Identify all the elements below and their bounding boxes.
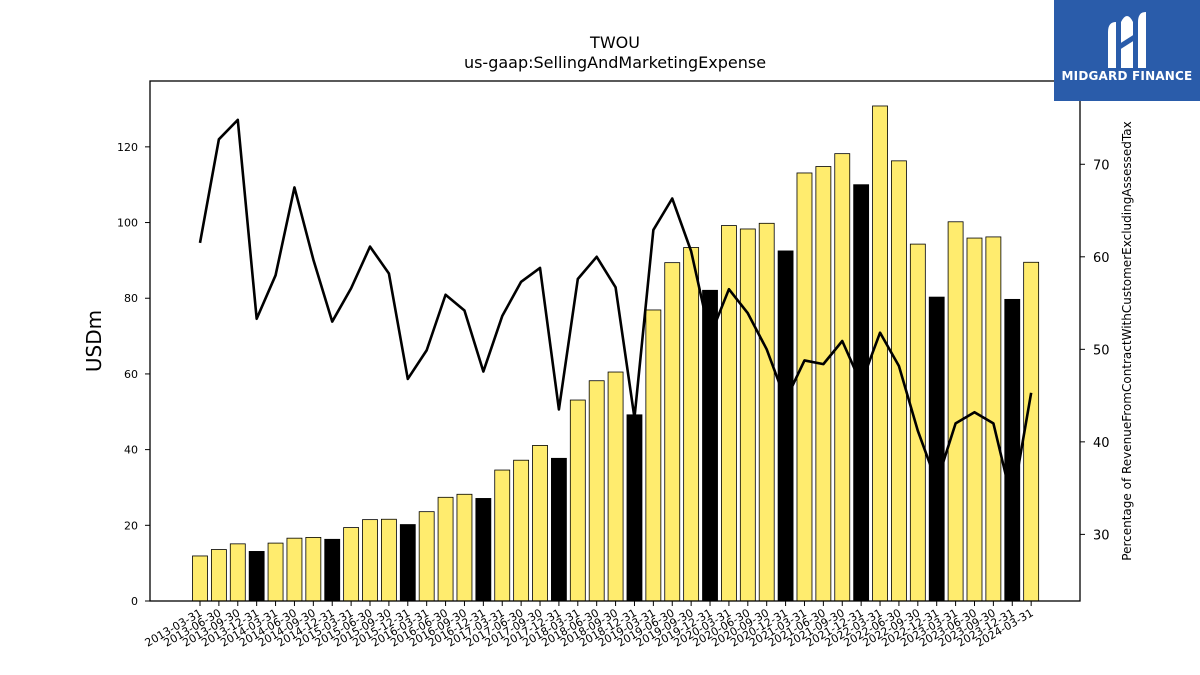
y2-tick-label: 30 bbox=[1093, 528, 1110, 543]
bar bbox=[380, 518, 397, 602]
bar-series bbox=[192, 105, 1040, 602]
chart-title: TWOU bbox=[589, 33, 640, 52]
chart-subtitle: us-gaap:SellingAndMarketingExpense bbox=[464, 53, 766, 72]
bar bbox=[343, 527, 360, 602]
bar bbox=[437, 496, 454, 602]
bar bbox=[834, 153, 851, 602]
y-tick-label: 60 bbox=[124, 368, 138, 381]
bar bbox=[569, 399, 586, 602]
line-series bbox=[198, 118, 1033, 504]
bar bbox=[267, 542, 284, 602]
y2-tick-label: 70 bbox=[1093, 158, 1110, 173]
bar bbox=[362, 519, 378, 602]
bar bbox=[626, 414, 643, 602]
bar bbox=[853, 184, 870, 602]
bar bbox=[607, 371, 624, 602]
y2-axis: 30 40 50 60 70 bbox=[1080, 158, 1110, 543]
bar bbox=[758, 222, 775, 602]
bar bbox=[928, 296, 945, 602]
midgard-finance-logo: MIDGARD FINANCE bbox=[1054, 0, 1200, 101]
plot-frame bbox=[149, 80, 1081, 602]
y-axis-label: USDm bbox=[82, 310, 106, 372]
bar bbox=[1023, 261, 1040, 602]
bar bbox=[248, 551, 265, 602]
bar bbox=[815, 166, 832, 602]
y-tick-label: 80 bbox=[124, 292, 138, 305]
y2-axis-label: Percentage of RevenueFromContractWithCus… bbox=[1120, 121, 1134, 560]
y-tick-label: 40 bbox=[124, 444, 138, 457]
bar bbox=[588, 380, 605, 602]
bar bbox=[305, 537, 322, 602]
bar bbox=[777, 250, 794, 602]
bar bbox=[645, 309, 662, 602]
bar bbox=[324, 538, 341, 602]
y-tick-label: 0 bbox=[131, 595, 138, 608]
x-axis: 2013-03-312013-06-302013-09-302013-12-31… bbox=[143, 601, 1036, 650]
bar bbox=[513, 459, 530, 602]
bar bbox=[551, 457, 567, 602]
bar bbox=[1004, 298, 1021, 602]
bar bbox=[872, 105, 888, 602]
y-tick-label: 120 bbox=[117, 141, 138, 154]
logo-mark-icon bbox=[1108, 12, 1146, 68]
logo-text: MIDGARD FINANCE bbox=[1061, 69, 1193, 83]
y-axis: 0 20 40 60 80 100 120 bbox=[117, 141, 150, 608]
bar bbox=[532, 445, 548, 602]
bar bbox=[456, 493, 473, 602]
bar bbox=[683, 247, 700, 602]
bar bbox=[909, 243, 926, 602]
bar bbox=[475, 498, 492, 602]
bar bbox=[966, 237, 983, 602]
line-series-path bbox=[198, 118, 1033, 504]
y2-tick-label: 60 bbox=[1093, 251, 1110, 266]
bar bbox=[739, 228, 756, 602]
bar bbox=[286, 537, 303, 602]
bar bbox=[210, 549, 227, 602]
bar bbox=[721, 225, 737, 602]
y-tick-label: 100 bbox=[117, 217, 138, 230]
y2-tick-label: 50 bbox=[1093, 343, 1110, 358]
bar bbox=[399, 524, 416, 602]
bar bbox=[947, 221, 964, 602]
bar bbox=[418, 511, 435, 602]
bar bbox=[494, 469, 511, 602]
bar bbox=[664, 262, 681, 602]
bar bbox=[796, 172, 813, 602]
bar bbox=[229, 543, 246, 602]
bar bbox=[192, 555, 208, 602]
y-tick-label: 20 bbox=[124, 519, 138, 532]
y2-tick-label: 40 bbox=[1093, 436, 1110, 451]
